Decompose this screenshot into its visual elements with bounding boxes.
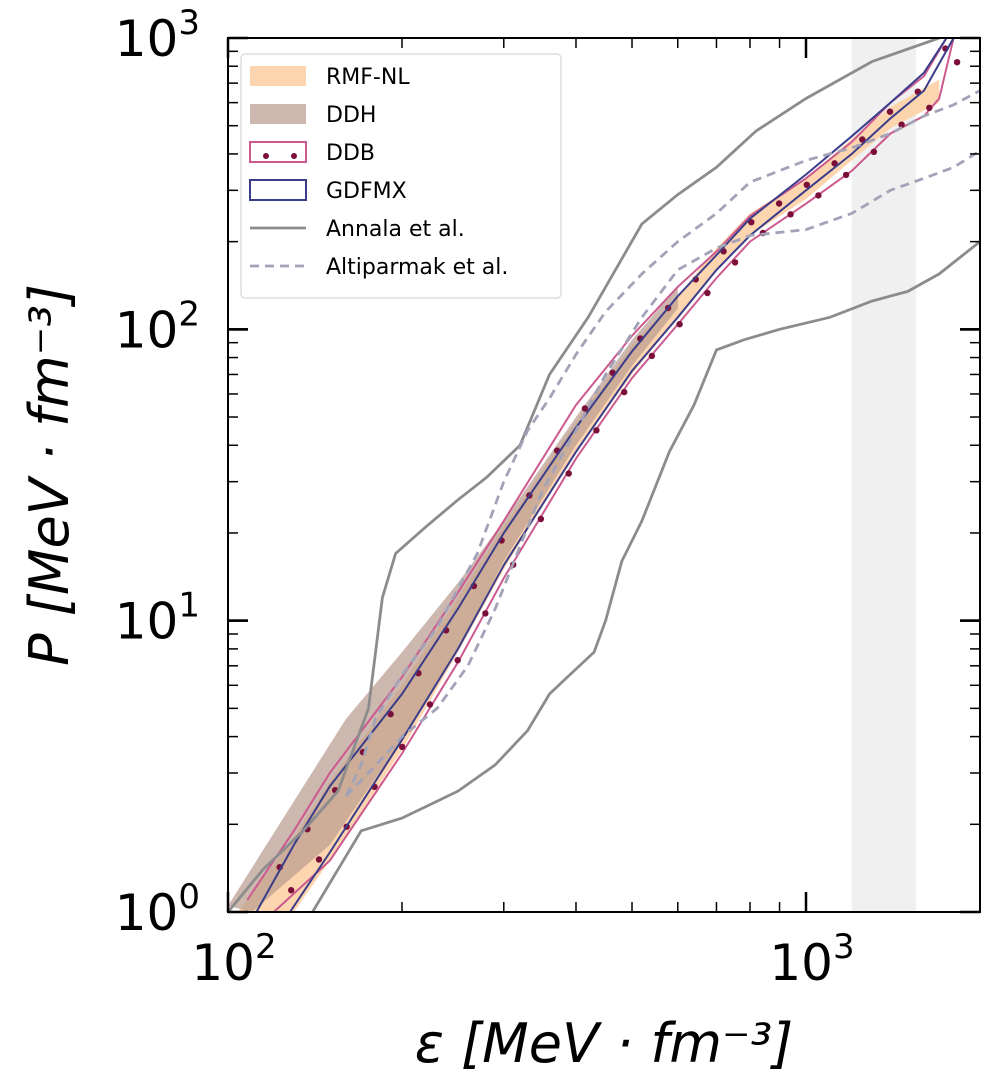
legend-label-annala-et-al: Annala et al.: [326, 217, 465, 242]
legend-label-ddb: DDB: [326, 141, 375, 166]
tick-label-layer: 102 103 100 101 102 103: [115, 3, 855, 992]
legend-item-rmf-nl: RMF-NL: [250, 65, 410, 90]
legend-marker: [291, 153, 297, 159]
series-annala-et-al: [228, 38, 980, 912]
series-gdfmx: [255, 38, 955, 912]
envelope-upper-annala-et-al: [228, 38, 940, 912]
ddb-marker: [815, 192, 822, 199]
legend-swatch-ddb: [249, 141, 307, 163]
ddb-marker: [953, 59, 961, 66]
ddb-marker: [315, 856, 323, 863]
band-upper-ddb: [246, 38, 948, 901]
x-tick-label: 102: [191, 927, 276, 992]
legend-box: [240, 53, 562, 299]
legend-label-ddh: DDH: [326, 103, 376, 128]
ddb-marker: [775, 200, 783, 207]
plot-frame: [227, 37, 981, 913]
ddb-marker: [898, 121, 905, 128]
legend-marker: [263, 153, 269, 159]
ddb-marker: [731, 259, 739, 266]
ddb-marker: [426, 701, 434, 708]
ddb-marker: [565, 470, 572, 477]
ddb-marker: [537, 515, 545, 523]
y-tick-label: 103: [115, 3, 200, 68]
ddb-marker: [581, 405, 589, 412]
ddb-marker: [593, 427, 600, 434]
shaded-region: [851, 38, 917, 912]
legend-item-ddb: DDB: [249, 141, 375, 166]
series-altiparmak-et-al: [344, 89, 980, 798]
y-tick-label: 102: [115, 294, 200, 359]
ddb-marker: [787, 211, 794, 218]
ddb-marker: [387, 710, 394, 718]
legend-swatch-gdfmx: [249, 179, 307, 201]
legend-label-gdfmx: GDFMX: [326, 179, 407, 204]
ddb-marker: [831, 160, 838, 167]
ddb-marker: [748, 219, 755, 226]
ddb-marker: [399, 743, 406, 751]
tick-layer: [226, 36, 981, 914]
ddb-marker: [842, 171, 850, 179]
y-axis-title: P [MeV · fm⁻³]: [18, 284, 81, 666]
y-tick-label: 101: [115, 586, 200, 651]
ddb-marker: [676, 321, 683, 328]
legend-item-gdfmx: GDFMX: [249, 179, 407, 204]
ddb-marker: [926, 104, 933, 112]
envelope-lower-annala-et-al: [311, 240, 980, 912]
ddb-marker: [288, 887, 295, 894]
ddb-marker: [621, 388, 628, 396]
x-tick-label: 103: [769, 927, 854, 992]
x-axis-title: ε [MeV · fm⁻³]: [415, 1012, 794, 1075]
legend: RMF-NL DDH DDB GDFMX Annala et al. Altiparmak…: [240, 53, 562, 299]
ddb-marker: [482, 610, 489, 617]
band-lower-gdfmx: [289, 38, 955, 912]
ddb-marker: [886, 108, 894, 115]
legend-swatch-ddh: [250, 104, 306, 124]
band-lower-ddb: [273, 38, 955, 912]
ddb-marker: [648, 352, 656, 360]
legend-item-altiparmak-et-al: Altiparmak et al.: [250, 255, 508, 280]
ddb-marker: [454, 657, 461, 664]
ddb-marker: [704, 289, 711, 297]
y-tick-label: 100: [115, 877, 200, 942]
legend-item-annala-et-al: Annala et al.: [250, 217, 465, 242]
ddb-marker: [870, 148, 878, 155]
envelope-lower-altiparmak-et-al: [344, 149, 980, 798]
legend-label-altiparmak-et-al: Altiparmak et al.: [326, 255, 508, 280]
band-upper-gdfmx: [255, 38, 948, 912]
series-layer: [228, 38, 980, 912]
ddb-marker: [859, 136, 866, 143]
envelope-upper-altiparmak-et-al: [344, 89, 980, 797]
legend-label-rmf-nl: RMF-NL: [326, 65, 410, 90]
ddb-marker: [803, 181, 810, 188]
legend-swatch-rmf-nl: [250, 66, 306, 86]
legend-item-ddh: DDH: [250, 103, 376, 128]
